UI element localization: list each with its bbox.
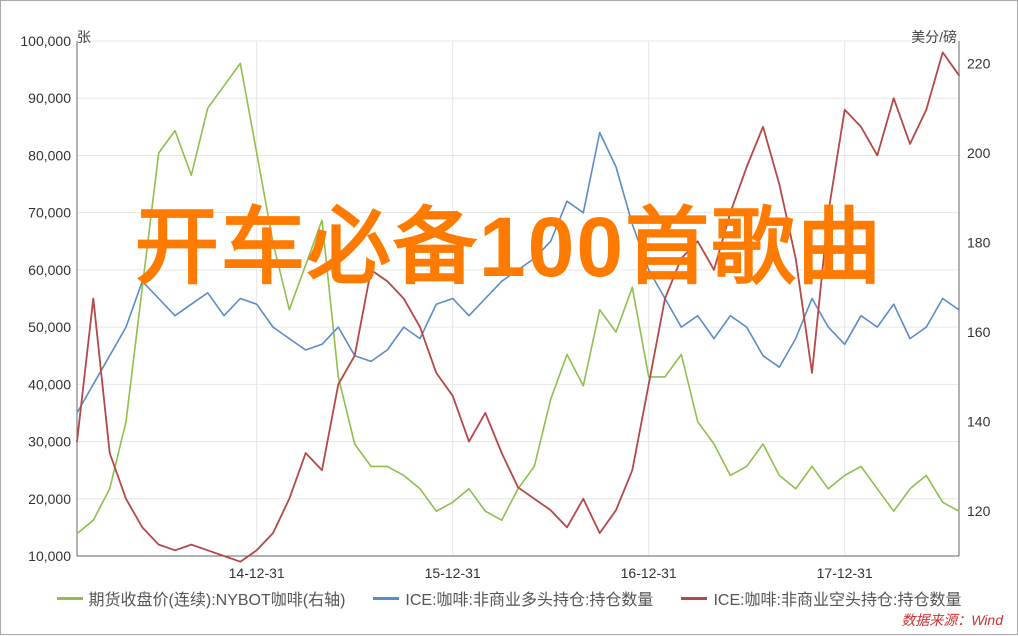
legend-item: 期货收盘价(连续):NYBOT咖啡(右轴) xyxy=(57,586,346,610)
svg-text:160: 160 xyxy=(967,324,991,340)
svg-text:20,000: 20,000 xyxy=(28,491,71,507)
svg-text:30,000: 30,000 xyxy=(28,434,71,450)
svg-text:17-12-31: 17-12-31 xyxy=(817,565,873,581)
svg-text:120: 120 xyxy=(967,503,991,519)
svg-text:140: 140 xyxy=(967,414,991,430)
svg-text:100,000: 100,000 xyxy=(20,33,71,49)
svg-text:15-12-31: 15-12-31 xyxy=(425,565,481,581)
chart-container: 张 美分/磅 10,000 20,000 30,000 40,000 50,000 60,… xyxy=(0,0,1018,635)
data-source-label: 数据来源：Wind xyxy=(901,610,1003,630)
legend-swatch xyxy=(681,597,707,600)
svg-text:180: 180 xyxy=(967,235,991,251)
svg-text:90,000: 90,000 xyxy=(28,90,71,106)
svg-text:10,000: 10,000 xyxy=(28,548,71,564)
svg-text:50,000: 50,000 xyxy=(28,319,71,335)
svg-text:14-12-31: 14-12-31 xyxy=(229,565,285,581)
svg-text:70,000: 70,000 xyxy=(28,205,71,221)
svg-text:60,000: 60,000 xyxy=(28,262,71,278)
legend-item: ICE:咖啡:非商业空头持仓:持仓数量 xyxy=(681,586,961,610)
legend-swatch xyxy=(57,597,83,600)
legend: 期货收盘价(连续):NYBOT咖啡(右轴) ICE:咖啡:非商业多头持仓:持仓数量… xyxy=(1,586,1017,610)
legend-label: ICE:咖啡:非商业多头持仓:持仓数量 xyxy=(405,586,653,610)
chart-svg: 10,000 20,000 30,000 40,000 50,000 60,000 70,0… xyxy=(1,1,1018,636)
svg-text:220: 220 xyxy=(967,55,991,71)
legend-label: 期货收盘价(连续):NYBOT咖啡(右轴) xyxy=(89,586,346,610)
svg-text:40,000: 40,000 xyxy=(28,376,71,392)
legend-swatch xyxy=(373,597,399,600)
legend-item: ICE:咖啡:非商业多头持仓:持仓数量 xyxy=(373,586,653,610)
left-axis-unit: 张 xyxy=(77,27,91,47)
svg-text:16-12-31: 16-12-31 xyxy=(621,565,677,581)
svg-text:200: 200 xyxy=(967,145,991,161)
svg-text:80,000: 80,000 xyxy=(28,147,71,163)
right-axis-unit: 美分/磅 xyxy=(911,27,957,47)
legend-label: ICE:咖啡:非商业空头持仓:持仓数量 xyxy=(713,586,961,610)
